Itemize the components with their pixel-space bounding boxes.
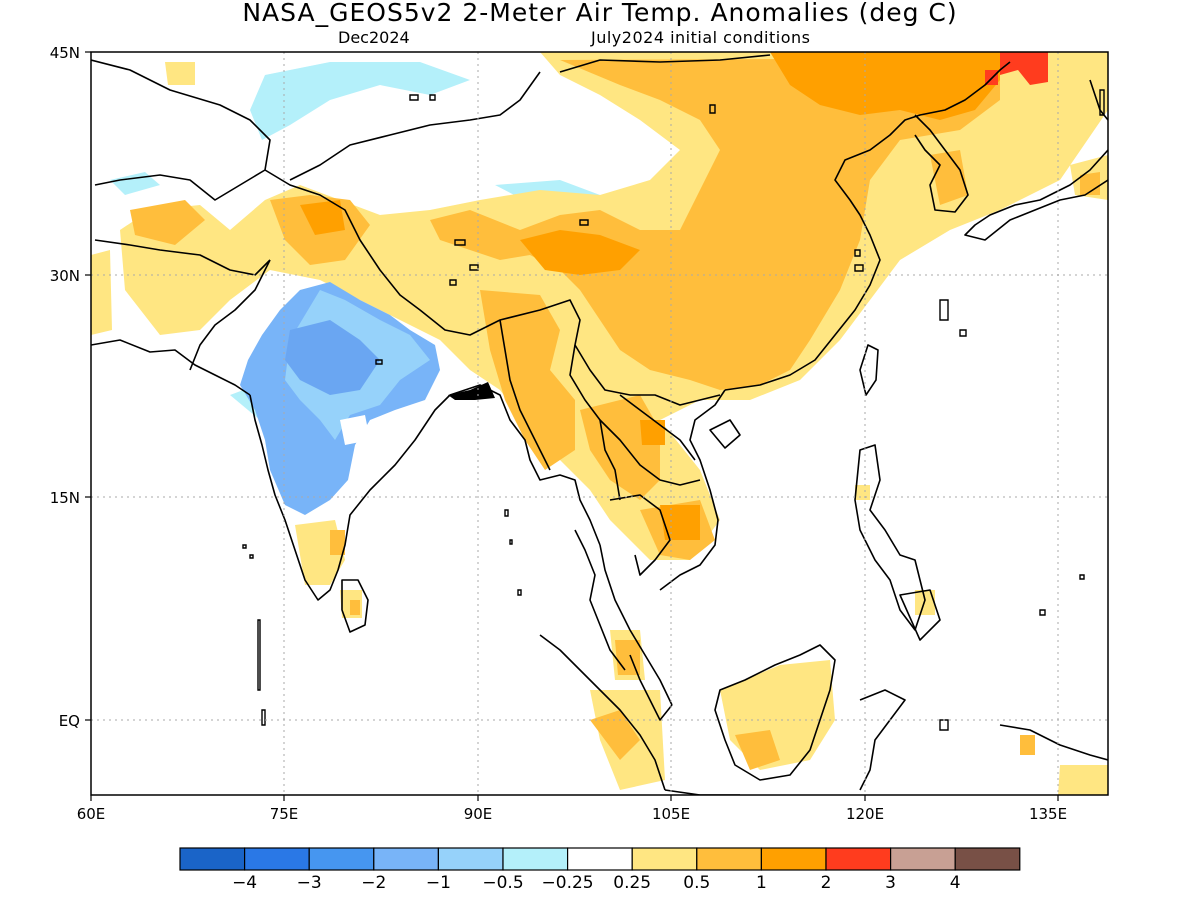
forecast-month: Dec2024 [338, 28, 410, 47]
colorbar-label: 1 [756, 873, 767, 893]
colorbar-label: −0.5 [482, 873, 523, 893]
lon-label-120e: 120E [846, 805, 884, 823]
axis-ticks [85, 51, 1059, 801]
anomaly-fill-neg1-core [285, 320, 380, 395]
map-content [91, 52, 1108, 795]
colorbar-swatch [244, 847, 310, 871]
colorbar-label: 2 [821, 873, 832, 893]
lat-label-eq: EQ [59, 712, 80, 730]
colorbar-swatch [889, 847, 956, 871]
lat-label-30n: 30N [50, 267, 80, 285]
colorbar-label: −3 [297, 873, 322, 893]
colorbar-label: −1 [426, 873, 451, 893]
lon-label-135e: 135E [1029, 805, 1067, 823]
colorbar: −4 −3 −2 −1 −0.5 −0.25 0.25 0.5 1 2 3 4 [179, 847, 1021, 893]
lon-label-60e: 60E [77, 805, 106, 823]
colorbar-swatch [179, 847, 246, 871]
anomaly-neutral-patch [340, 415, 370, 445]
colorbar-label: 4 [950, 873, 961, 893]
colorbar-swatch [760, 847, 827, 871]
colorbar-label: 0.25 [613, 873, 651, 893]
colorbar-label: 3 [885, 873, 896, 893]
ganges-delta [448, 382, 495, 400]
coastlines [91, 54, 1108, 795]
plot-frame [90, 51, 1109, 796]
colorbar-label: −0.25 [542, 873, 594, 893]
initial-conditions: July2024 initial conditions [591, 28, 811, 47]
colorbar-swatch [566, 847, 633, 871]
lon-label-75e: 75E [270, 805, 299, 823]
lon-label-90e: 90E [464, 805, 493, 823]
colorbar-swatch [696, 847, 762, 871]
colorbar-swatch [631, 847, 698, 871]
colorbar-swatch [825, 847, 892, 871]
colorbar-swatch [373, 847, 439, 871]
lon-label-105e: 105E [652, 805, 690, 823]
colorbar-label: 0.5 [683, 873, 710, 893]
lat-label-45n: 45N [50, 44, 80, 62]
colorbar-label: −4 [232, 873, 257, 893]
map-title: NASA_GEOS5v2 2-Meter Air Temp. Anomalies… [242, 0, 958, 27]
colorbar-swatch [308, 847, 375, 871]
colorbar-swatch [954, 847, 1021, 871]
gridlines [91, 52, 1108, 795]
colorbar-swatch [502, 847, 569, 871]
colorbar-label: −2 [361, 873, 386, 893]
anomaly-fill-2 [300, 52, 1000, 540]
lat-label-15n: 15N [50, 489, 80, 507]
colorbar-swatch [437, 847, 504, 871]
